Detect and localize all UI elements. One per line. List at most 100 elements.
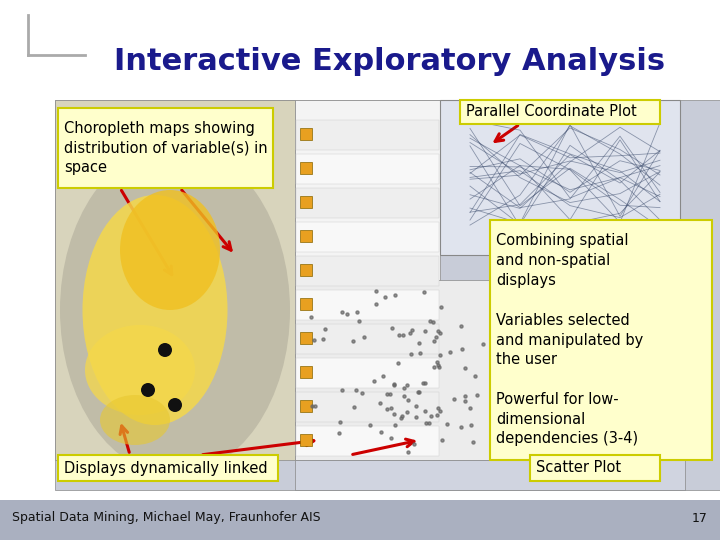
Point bbox=[336, 386, 347, 395]
Bar bbox=[296, 324, 439, 354]
Point bbox=[404, 328, 415, 337]
Bar bbox=[300, 128, 312, 140]
FancyBboxPatch shape bbox=[58, 455, 278, 481]
Point bbox=[386, 434, 397, 442]
Point bbox=[397, 384, 409, 393]
Bar bbox=[300, 264, 312, 276]
Bar bbox=[296, 154, 439, 184]
Point bbox=[350, 386, 361, 395]
Point bbox=[495, 388, 506, 397]
Ellipse shape bbox=[83, 195, 228, 425]
Point bbox=[489, 415, 500, 423]
Point bbox=[384, 390, 396, 399]
Point bbox=[401, 408, 413, 416]
Bar bbox=[295, 100, 440, 460]
Point bbox=[333, 429, 344, 437]
Point bbox=[418, 378, 429, 387]
Bar bbox=[296, 188, 439, 218]
Point bbox=[388, 381, 400, 390]
Point bbox=[336, 308, 348, 316]
Point bbox=[387, 324, 398, 333]
Point bbox=[398, 392, 410, 401]
Point bbox=[370, 287, 382, 295]
Point bbox=[431, 410, 442, 419]
Point bbox=[428, 318, 439, 326]
Point bbox=[500, 307, 512, 316]
Bar bbox=[296, 392, 439, 422]
Bar bbox=[300, 366, 312, 378]
Point bbox=[444, 348, 456, 356]
Point bbox=[434, 407, 446, 415]
Point bbox=[413, 388, 424, 396]
Ellipse shape bbox=[120, 190, 220, 310]
Point bbox=[455, 322, 467, 330]
Point bbox=[456, 345, 468, 353]
Bar bbox=[0, 500, 720, 540]
Circle shape bbox=[158, 343, 172, 357]
Bar bbox=[296, 120, 439, 150]
Point bbox=[425, 412, 436, 421]
Point bbox=[408, 440, 419, 448]
Point bbox=[392, 359, 404, 367]
Text: Displays dynamically linked: Displays dynamically linked bbox=[64, 461, 268, 476]
Point bbox=[407, 326, 418, 334]
Point bbox=[415, 349, 426, 357]
Point bbox=[359, 333, 370, 341]
Point bbox=[393, 331, 405, 340]
Point bbox=[501, 321, 513, 330]
Point bbox=[434, 329, 446, 338]
Point bbox=[370, 300, 382, 308]
Point bbox=[459, 392, 471, 401]
Point bbox=[465, 421, 477, 430]
Ellipse shape bbox=[60, 145, 290, 475]
Point bbox=[495, 435, 507, 444]
Point bbox=[356, 388, 368, 397]
Point bbox=[436, 436, 448, 444]
Point bbox=[410, 413, 422, 422]
Point bbox=[385, 404, 397, 413]
Bar bbox=[296, 256, 439, 286]
Point bbox=[364, 421, 376, 429]
Point bbox=[432, 327, 444, 335]
Point bbox=[431, 358, 443, 367]
Bar bbox=[300, 434, 312, 446]
Point bbox=[381, 404, 392, 413]
Point bbox=[389, 291, 400, 299]
Bar bbox=[440, 100, 680, 255]
Point bbox=[498, 299, 510, 307]
Point bbox=[471, 391, 482, 400]
Point bbox=[418, 287, 429, 296]
Point bbox=[410, 402, 422, 410]
Point bbox=[377, 372, 389, 380]
Point bbox=[434, 351, 446, 360]
Point bbox=[376, 428, 387, 437]
Point bbox=[388, 410, 400, 418]
Point bbox=[477, 339, 489, 348]
Text: 17: 17 bbox=[692, 511, 708, 524]
Point bbox=[395, 414, 407, 422]
Bar bbox=[295, 280, 685, 460]
Text: Choropleth maps showing
distribution of variable(s) in
space: Choropleth maps showing distribution of … bbox=[64, 121, 268, 176]
Point bbox=[354, 317, 365, 326]
Point bbox=[320, 325, 331, 334]
Bar bbox=[296, 426, 439, 456]
Point bbox=[431, 333, 442, 342]
Text: Interactive Exploratory Analysis: Interactive Exploratory Analysis bbox=[114, 48, 665, 77]
FancyBboxPatch shape bbox=[530, 455, 660, 481]
Point bbox=[441, 419, 453, 428]
Point bbox=[419, 327, 431, 336]
Point bbox=[374, 399, 386, 407]
FancyBboxPatch shape bbox=[58, 108, 273, 188]
Bar bbox=[300, 332, 312, 344]
Point bbox=[402, 395, 414, 404]
Point bbox=[424, 316, 436, 325]
Point bbox=[318, 334, 329, 343]
FancyBboxPatch shape bbox=[490, 220, 712, 460]
Point bbox=[433, 362, 445, 371]
Point bbox=[348, 402, 360, 411]
Point bbox=[428, 336, 440, 345]
FancyBboxPatch shape bbox=[460, 100, 660, 124]
Point bbox=[456, 423, 467, 431]
Point bbox=[381, 389, 392, 398]
Text: Combining spatial
and non-spatial
displays

Variables selected
and manipulated b: Combining spatial and non-spatial displa… bbox=[496, 233, 643, 447]
